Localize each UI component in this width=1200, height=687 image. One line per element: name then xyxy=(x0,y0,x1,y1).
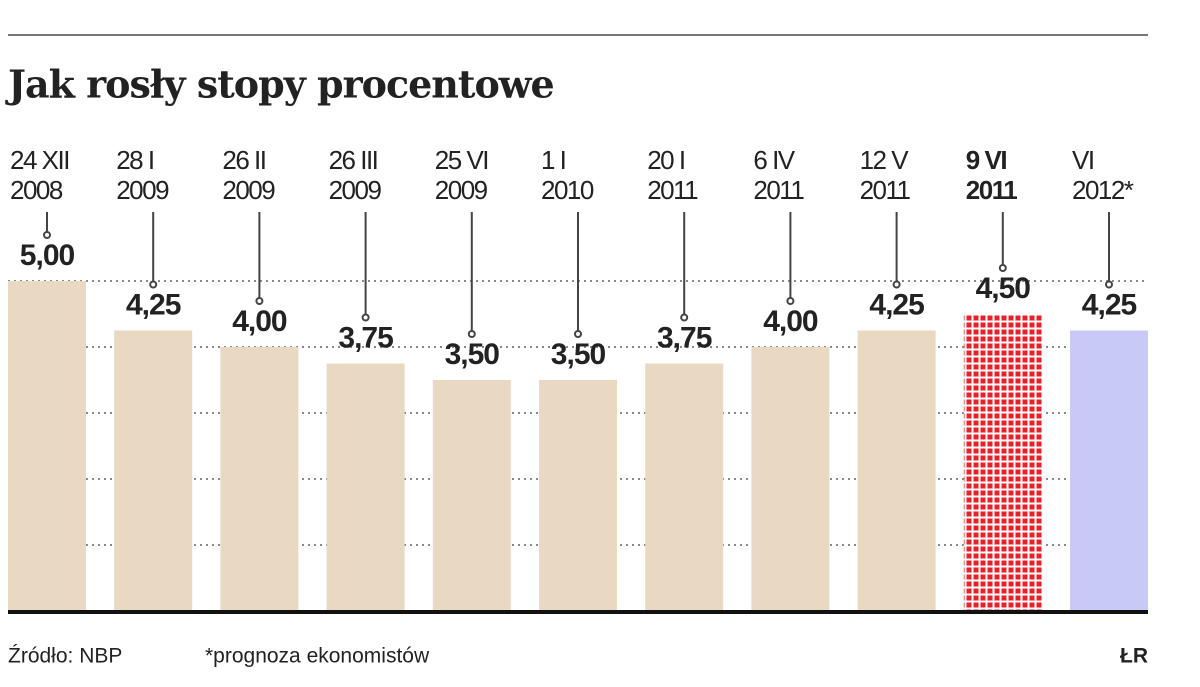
x-tick-label: 24 XII xyxy=(10,145,69,175)
leader-dot xyxy=(892,280,901,289)
x-tick-label: 2010 xyxy=(541,175,594,205)
leader-dot xyxy=(680,313,689,322)
x-tick-label: 2012* xyxy=(1072,175,1134,205)
leader-dot xyxy=(1105,280,1113,289)
leader-dot xyxy=(574,330,582,338)
x-tick-label: 25 VI xyxy=(435,145,488,175)
x-tick-label: 2008 xyxy=(10,175,63,205)
x-tick-label: 2009 xyxy=(222,175,275,205)
value-label: 3,50 xyxy=(445,338,500,371)
credit: ŁR xyxy=(1120,645,1148,668)
leader-dot xyxy=(467,330,476,338)
value-label: 4,25 xyxy=(126,288,181,321)
bar xyxy=(432,380,511,611)
x-tick-label: 2011 xyxy=(647,175,698,205)
x-tick-label: 26 II xyxy=(222,145,265,175)
bar xyxy=(8,281,86,611)
value-label: 3,75 xyxy=(657,321,712,354)
x-tick-label: VI xyxy=(1072,145,1094,175)
x-tick-label: 6 IV xyxy=(753,145,795,175)
x-tick-label: 9 VI xyxy=(966,145,1007,175)
leader-dot xyxy=(43,231,51,239)
leader-dot xyxy=(998,264,1007,272)
footnote: *prognoza ekonomistów xyxy=(205,645,430,668)
x-tick-label: 28 I xyxy=(116,145,153,175)
bar xyxy=(751,347,830,611)
x-tick-label: 2009 xyxy=(435,175,488,205)
value-label: 4,25 xyxy=(1082,288,1137,321)
bar xyxy=(1070,330,1148,611)
x-tick-label: 2011 xyxy=(753,175,804,205)
value-label: 4,25 xyxy=(869,288,924,321)
x-tick-label: 20 I xyxy=(647,145,684,175)
bar xyxy=(645,363,724,611)
bar xyxy=(857,330,936,611)
leader-dot xyxy=(255,297,264,305)
x-tick-label: 2009 xyxy=(116,175,169,205)
chart-title: Jak rosły stopy procentowe xyxy=(5,62,554,107)
bar xyxy=(963,314,1042,611)
value-label: 4,50 xyxy=(976,272,1031,305)
bar xyxy=(326,363,405,611)
leader-dot xyxy=(361,313,370,322)
x-tick-label: 1 I xyxy=(541,145,565,175)
x-tick-label: 2011 xyxy=(860,175,911,205)
bar xyxy=(220,347,299,611)
source: Źródło: NBP xyxy=(8,645,122,668)
x-tick-label: 12 V xyxy=(860,145,910,175)
value-label: 3,75 xyxy=(338,321,393,354)
x-tick-label: 2009 xyxy=(329,175,382,205)
value-label: 4,00 xyxy=(232,305,287,338)
x-tick-label: 26 III xyxy=(329,145,378,175)
leader-dot xyxy=(149,280,158,289)
leader-dot xyxy=(786,297,795,305)
bar xyxy=(539,380,617,611)
value-label: 5,00 xyxy=(20,239,75,272)
bar xyxy=(114,330,193,611)
x-tick-label: 2011 xyxy=(966,175,1017,205)
value-label: 4,00 xyxy=(763,305,818,338)
value-label: 3,50 xyxy=(551,338,606,371)
